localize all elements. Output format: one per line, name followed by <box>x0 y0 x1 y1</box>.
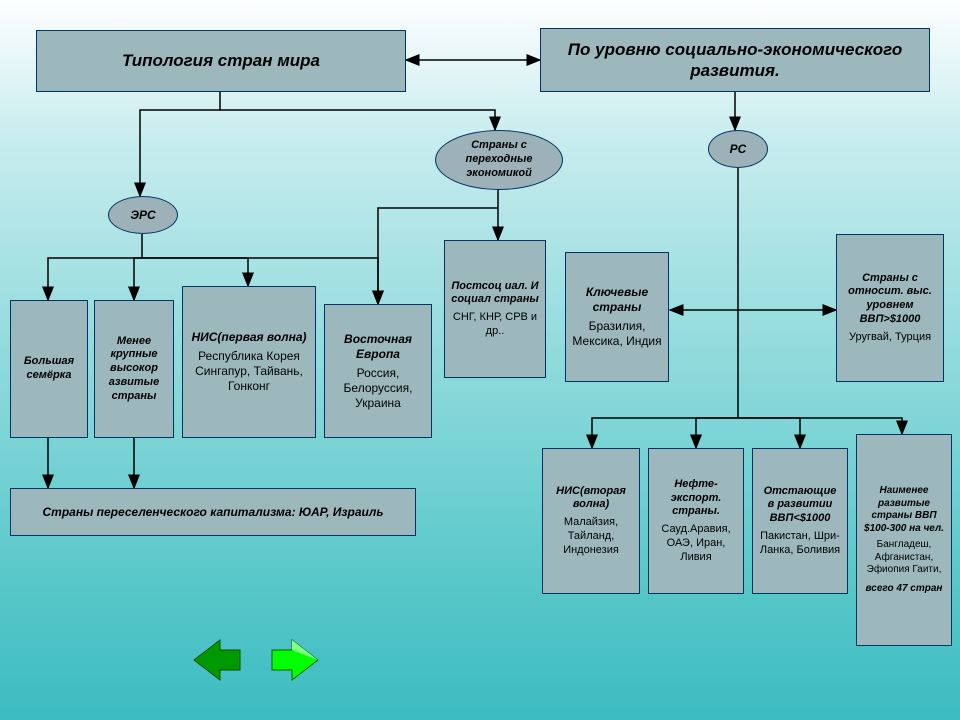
node-title: ЭРС <box>130 208 155 223</box>
node-title: По уровню социально-экономического разви… <box>557 39 913 82</box>
node-body: Сауд.Аравия, ОАЭ, Иран, Ливия <box>655 523 737 564</box>
node-title: РС <box>730 142 747 157</box>
node-body: Россия, Белоруссия, Украина <box>331 366 425 411</box>
node-tail: всего 47 стран <box>866 583 943 596</box>
node-nis-wave2: НИС(вторая волна) Малайзия, Тайланд, Индо… <box>542 448 640 594</box>
prev-button[interactable] <box>190 636 244 684</box>
node-east-europe: Восточная Европа Россия, Белоруссия, Укра… <box>324 304 432 438</box>
node-lagging: Отстающие в развитии ВВП<$1000 Пакистан, … <box>752 448 848 594</box>
node-body: Бразилия, Мексика, Индия <box>572 319 662 349</box>
node-postsocialist: Постсоц иал. И социал страны СНГ, КНР, СР… <box>444 240 546 378</box>
node-key-countries: Ключевые страны Бразилия, Мексика, Индия <box>565 252 669 382</box>
node-title: Менее крупные высокор азвитые страны <box>101 335 167 404</box>
node-title: Страны с относит. выс. уровнем ВВП>$1000 <box>843 272 937 327</box>
node-big-seven: Большая семёрка <box>10 300 88 438</box>
node-rs: РС <box>708 130 768 168</box>
node-body: Пакистан, Шри-Ланка, Боливия <box>759 530 841 558</box>
node-body: Уругвай, Турция <box>849 331 931 345</box>
node-title: Большая семёрка <box>17 355 81 383</box>
node-title: Постсоц иал. И социал страны <box>451 280 539 308</box>
node-body: СНГ, КНР, СРВ и др.. <box>451 311 539 339</box>
node-body: Бангладеш, Афганистан, Эфиопия Гаити, <box>863 539 945 577</box>
next-button[interactable] <box>268 636 322 684</box>
node-least-developed: Наименее развитые страны ВВП $100-300 на… <box>856 434 952 646</box>
node-transition-econ: Страны с переходные экономикой <box>435 130 563 190</box>
node-title: Отстающие в развитии ВВП<$1000 <box>759 485 841 526</box>
node-title: Страны переселенческого капитализма: ЮАР… <box>43 505 384 520</box>
node-smaller-hdc: Менее крупные высокор азвитые страны <box>94 300 174 438</box>
node-body: Республика Корея Сингапур, Тайвань, Гонк… <box>189 349 309 394</box>
node-settler-cap: Страны переселенческого капитализма: ЮАР… <box>10 488 416 536</box>
node-oil-export: Нефте-экспорт. страны.Сауд.Аравия, ОАЭ, … <box>648 448 744 594</box>
node-title: Нефте-экспорт. страны. <box>655 478 737 519</box>
node-title: Ключевые страны <box>572 285 662 315</box>
node-title: НИС(первая волна) <box>191 330 306 345</box>
node-nis-wave1: НИС(первая волна) Республика Корея Сингап… <box>182 286 316 438</box>
node-ers: ЭРС <box>108 196 178 234</box>
node-title: Страны с переходные экономикой <box>442 139 556 180</box>
node-typology: Типология стран мира <box>36 30 406 92</box>
node-title: Восточная Европа <box>331 332 425 362</box>
node-socio-econ: По уровню социально-экономического разви… <box>540 28 930 92</box>
node-body: Малайзия, Тайланд, Индонезия <box>549 516 633 557</box>
node-title: НИС(вторая волна) <box>549 485 633 513</box>
node-title: Наименее развитые страны ВВП $100-300 на… <box>863 485 945 535</box>
node-title: Типология стран мира <box>122 50 320 71</box>
node-high-income: Страны с относит. выс. уровнем ВВП>$1000… <box>836 234 944 382</box>
